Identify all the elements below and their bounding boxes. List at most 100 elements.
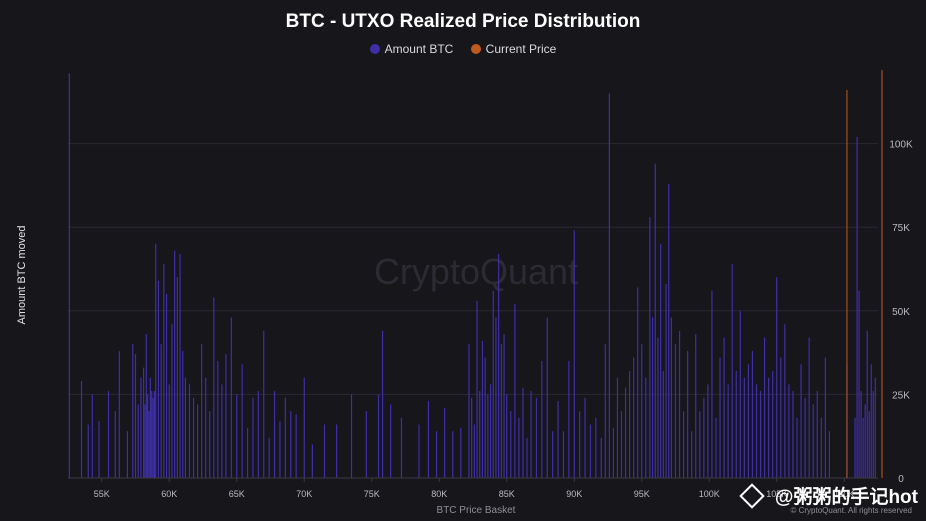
bar-amount-btc[interactable] xyxy=(311,444,313,478)
bar-amount-btc[interactable] xyxy=(87,424,89,478)
bar-amount-btc[interactable] xyxy=(691,431,693,478)
bar-amount-btc[interactable] xyxy=(188,384,191,478)
bar-amount-btc[interactable] xyxy=(858,290,860,478)
bar-amount-btc[interactable] xyxy=(522,387,524,478)
bar-amount-btc[interactable] xyxy=(747,364,749,478)
bar-amount-btc[interactable] xyxy=(435,431,438,478)
bar-amount-btc[interactable] xyxy=(263,330,265,478)
bar-amount-btc[interactable] xyxy=(670,317,673,478)
bar-amount-btc[interactable] xyxy=(864,404,866,478)
bar-amount-btc[interactable] xyxy=(657,337,659,478)
bar-amount-btc[interactable] xyxy=(279,421,281,478)
bar-amount-btc[interactable] xyxy=(668,183,670,478)
bar-amount-btc[interactable] xyxy=(118,350,120,478)
bar-amount-btc[interactable] xyxy=(573,230,575,478)
bar-amount-btc[interactable] xyxy=(192,397,195,478)
bar-amount-btc[interactable] xyxy=(654,163,656,478)
bar-amount-btc[interactable] xyxy=(236,394,238,478)
bar-amount-btc[interactable] xyxy=(780,357,782,478)
bar-amount-btc[interactable] xyxy=(820,417,822,478)
bar-amount-btc[interactable] xyxy=(114,411,116,478)
bar-amount-btc[interactable] xyxy=(149,377,151,478)
bar-amount-btc[interactable] xyxy=(735,370,737,478)
bar-amount-btc[interactable] xyxy=(608,93,610,478)
bar-amount-btc[interactable] xyxy=(163,263,165,478)
bar-amount-btc[interactable] xyxy=(176,277,178,478)
bar-amount-btc[interactable] xyxy=(616,377,619,478)
bar-amount-btc[interactable] xyxy=(518,417,520,478)
bar-amount-btc[interactable] xyxy=(552,431,554,478)
bar-amount-btc[interactable] xyxy=(788,384,790,478)
bar-amount-btc[interactable] xyxy=(98,421,100,478)
bar-amount-btc[interactable] xyxy=(546,317,548,478)
bar-amount-btc[interactable] xyxy=(633,357,635,478)
bar-amount-btc[interactable] xyxy=(674,344,677,478)
bar-amount-btc[interactable] xyxy=(152,397,154,478)
bar-amount-btc[interactable] xyxy=(828,431,830,478)
bar-amount-btc[interactable] xyxy=(535,397,538,478)
bar-amount-btc[interactable] xyxy=(862,417,864,478)
bar-amount-btc[interactable] xyxy=(637,287,639,478)
bar-amount-btc[interactable] xyxy=(148,411,150,478)
bar-amount-btc[interactable] xyxy=(584,397,586,478)
bar-amount-btc[interactable] xyxy=(174,250,176,478)
bar-amount-btc[interactable] xyxy=(854,417,856,478)
bar-amount-btc[interactable] xyxy=(484,357,486,478)
bar-amount-btc[interactable] xyxy=(137,404,139,478)
bar-amount-btc[interactable] xyxy=(719,357,721,478)
bar-amount-btc[interactable] xyxy=(665,284,667,478)
bar-amount-btc[interactable] xyxy=(205,377,207,478)
bar-amount-btc[interactable] xyxy=(759,391,762,478)
bar-amount-btc[interactable] xyxy=(557,401,559,478)
bar-amount-btc[interactable] xyxy=(365,411,367,478)
bar-amount-btc[interactable] xyxy=(284,397,286,478)
bar-amount-btc[interactable] xyxy=(715,417,717,478)
bar-amount-btc[interactable] xyxy=(751,350,754,478)
bar-amount-btc[interactable] xyxy=(500,344,502,478)
bar-amount-btc[interactable] xyxy=(739,310,741,478)
bar-amount-btc[interactable] xyxy=(872,391,874,478)
bar-amount-btc[interactable] xyxy=(506,394,508,478)
bar-amount-btc[interactable] xyxy=(800,364,802,478)
bar-amount-btc[interactable] xyxy=(860,391,862,478)
bar-amount-btc[interactable] xyxy=(209,411,211,478)
bar-amount-btc[interactable] xyxy=(246,427,249,478)
bar-amount-btc[interactable] xyxy=(824,357,826,478)
bar-amount-btc[interactable] xyxy=(157,280,160,478)
bar-amount-btc[interactable] xyxy=(743,377,745,478)
bar-amount-btc[interactable] xyxy=(495,317,497,478)
bar-amount-btc[interactable] xyxy=(143,367,145,478)
bar-amount-btc[interactable] xyxy=(268,437,270,478)
bar-amount-btc[interactable] xyxy=(377,394,380,478)
bar-amount-btc[interactable] xyxy=(303,377,305,478)
bar-amount-btc[interactable] xyxy=(707,384,709,478)
bar-amount-btc[interactable] xyxy=(579,411,581,478)
legend-item-amount-btc[interactable]: Amount BTC xyxy=(369,42,453,56)
bar-amount-btc[interactable] xyxy=(144,404,146,478)
bar-amount-btc[interactable] xyxy=(182,350,184,478)
bar-amount-btc[interactable] xyxy=(134,354,137,478)
bar-amount-btc[interactable] xyxy=(562,431,565,478)
bar-amount-btc[interactable] xyxy=(160,344,162,478)
bar-amount-btc[interactable] xyxy=(678,330,681,478)
bar-amount-btc[interactable] xyxy=(699,411,701,478)
bar-amount-btc[interactable] xyxy=(764,337,766,478)
bar-amount-btc[interactable] xyxy=(526,437,528,478)
bar-amount-btc[interactable] xyxy=(856,136,858,478)
bar-amount-btc[interactable] xyxy=(476,300,478,478)
bar-amount-btc[interactable] xyxy=(612,427,614,478)
bar-amount-btc[interactable] xyxy=(444,407,446,478)
bar-amount-btc[interactable] xyxy=(213,297,215,478)
bar-amount-btc[interactable] xyxy=(503,334,505,478)
bar-amount-btc[interactable] xyxy=(727,384,729,478)
bar-amount-btc[interactable] xyxy=(731,263,733,478)
bar-amount-btc[interactable] xyxy=(153,391,155,478)
bar-amount-btc[interactable] xyxy=(874,377,876,478)
bar-amount-btc[interactable] xyxy=(481,340,484,478)
bar-amount-btc[interactable] xyxy=(171,324,173,478)
bar-amount-btc[interactable] xyxy=(868,411,870,478)
bar-amount-btc[interactable] xyxy=(683,411,685,478)
bar-amount-btc[interactable] xyxy=(629,370,631,478)
bar-amount-btc[interactable] xyxy=(660,243,662,478)
bar-amount-btc[interactable] xyxy=(600,437,602,478)
